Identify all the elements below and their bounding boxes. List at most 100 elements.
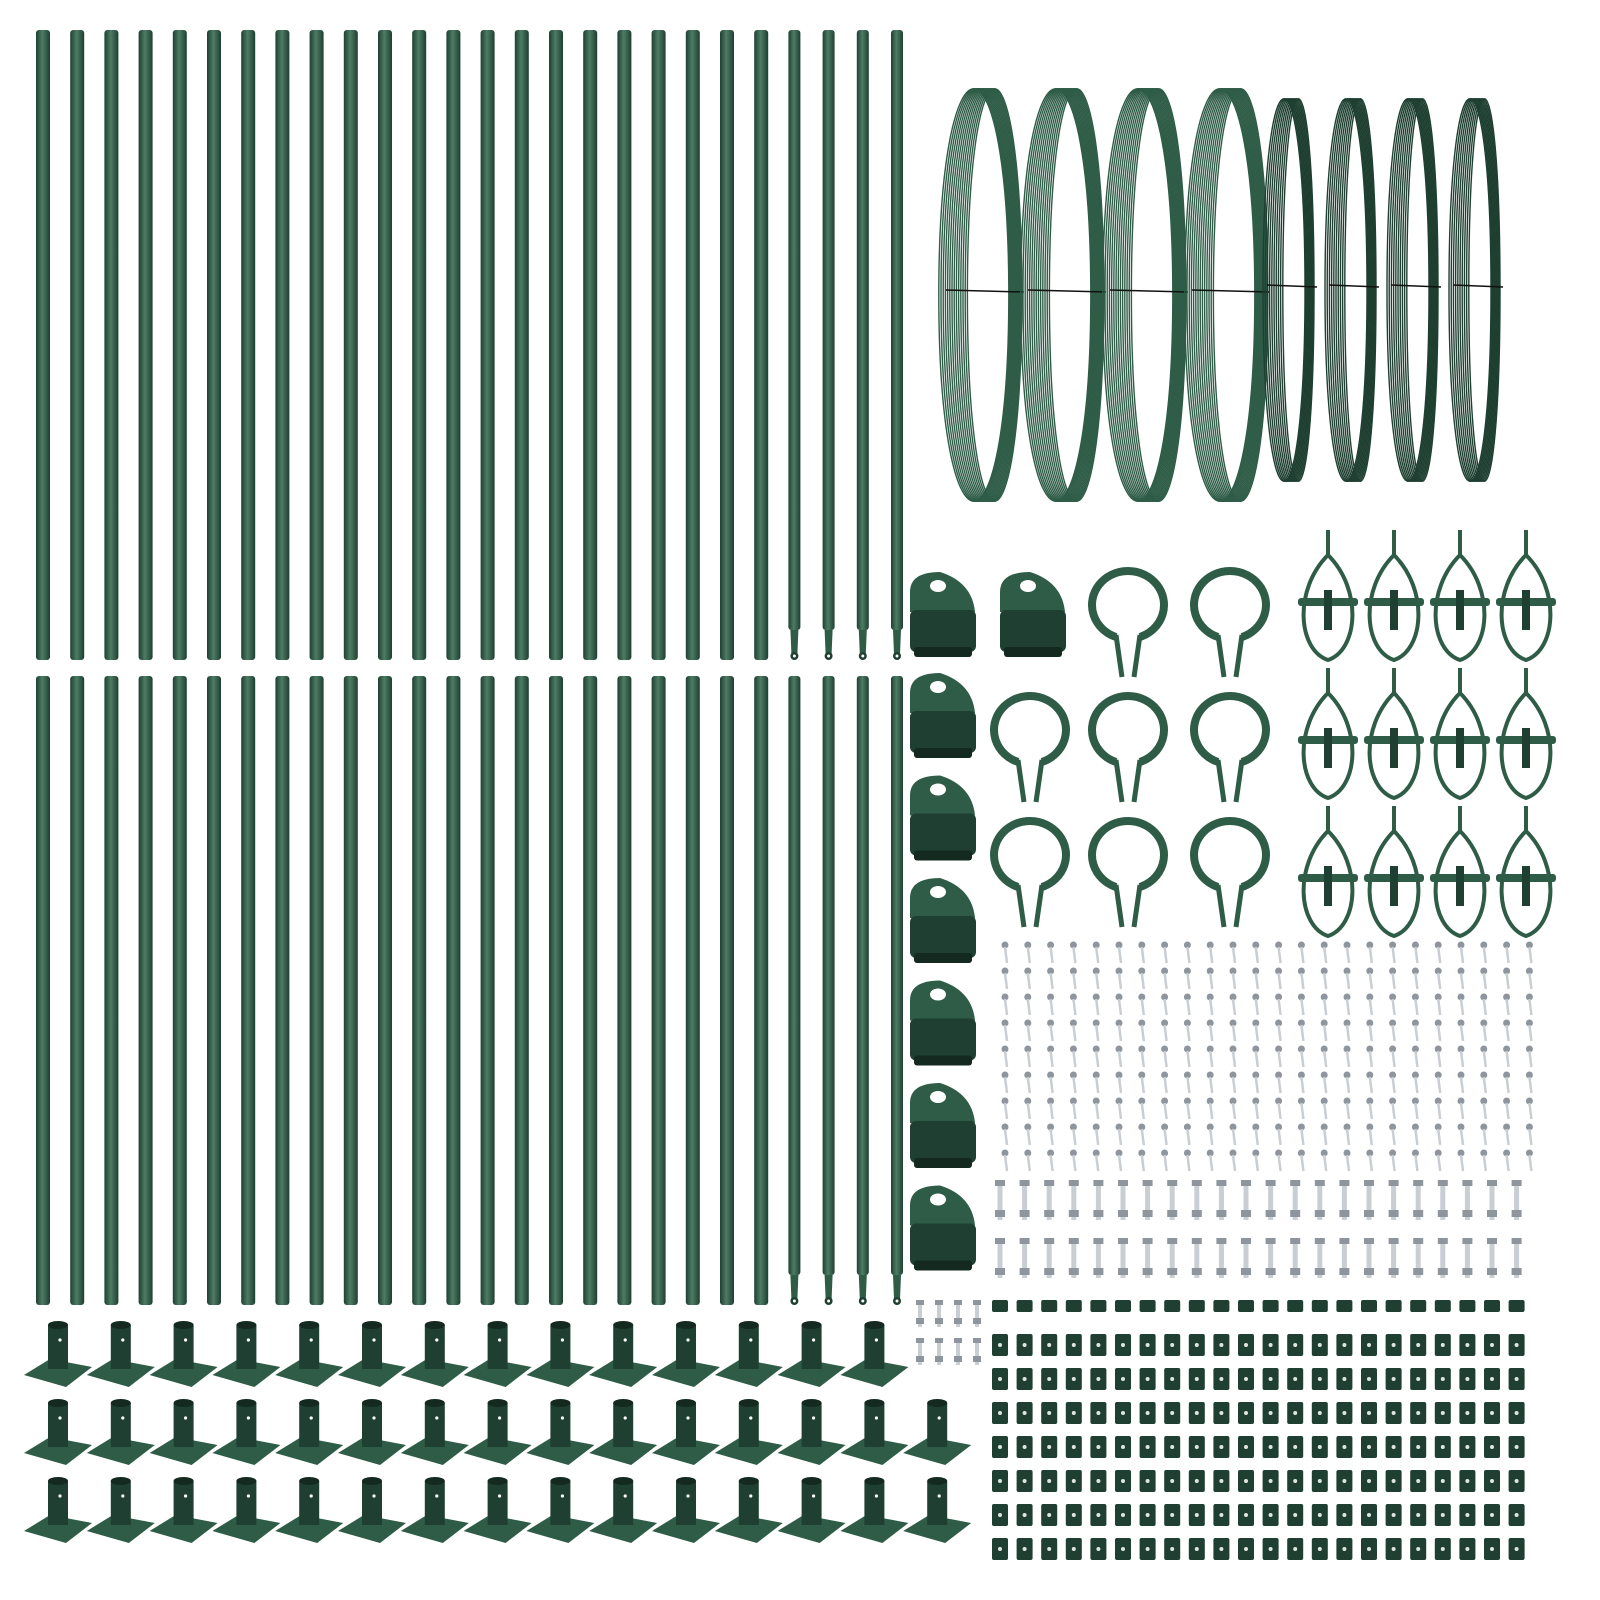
screw: [1161, 967, 1169, 990]
eye-end-rod: [822, 676, 835, 1305]
screw: [1001, 967, 1009, 990]
spacer: [1484, 1470, 1500, 1492]
screw: [1092, 1149, 1100, 1172]
spacer: [1434, 1436, 1451, 1458]
screw: [1183, 1097, 1191, 1120]
screw: [1275, 967, 1283, 990]
spacer: [1287, 1470, 1304, 1492]
spacer: [1065, 1504, 1082, 1526]
spacer: [1238, 1402, 1254, 1424]
spacer: [1139, 1538, 1156, 1560]
spacer: [1262, 1436, 1279, 1458]
screw: [1389, 1019, 1397, 1042]
spacer: [1361, 1402, 1377, 1424]
bolt: [1487, 1238, 1497, 1278]
bolt: [995, 1238, 1005, 1278]
screw: [1092, 1123, 1100, 1146]
bolt: [995, 1180, 1005, 1220]
spacer: [1287, 1334, 1304, 1356]
spacer: [1238, 1538, 1254, 1560]
straight-pole: [172, 676, 187, 1305]
base-plate: [777, 1477, 846, 1543]
base-plate: [463, 1321, 532, 1387]
screw: [1092, 1097, 1100, 1120]
straight-pole: [309, 30, 324, 660]
base-plate: [338, 1399, 406, 1465]
base-plate: [652, 1399, 720, 1465]
spacer: [1041, 1470, 1058, 1492]
spacer: [1090, 1504, 1107, 1526]
spacer: [1115, 1436, 1131, 1458]
spacer: [1336, 1334, 1353, 1356]
spacer: [1090, 1538, 1107, 1560]
screw: [1434, 1071, 1442, 1094]
screw: [1183, 1149, 1191, 1172]
screw: [1320, 1149, 1328, 1172]
straight-pole: [480, 676, 495, 1305]
spacer: [1434, 1504, 1451, 1526]
base-plate: [24, 1399, 92, 1465]
spacer: [1065, 1368, 1082, 1390]
screw: [1206, 1045, 1214, 1068]
screw: [1183, 1123, 1191, 1146]
screw: [1434, 1019, 1442, 1042]
post-clamp: [1088, 567, 1168, 678]
straight-pole: [70, 676, 85, 1305]
screw: [1480, 1019, 1488, 1042]
small-wire-coil: [1386, 98, 1442, 482]
screw: [1047, 1149, 1055, 1172]
base-plate: [86, 1477, 155, 1543]
spacer: [1164, 1436, 1181, 1458]
spacer: [1287, 1300, 1304, 1312]
small-bolt: [916, 1300, 924, 1327]
screw: [1252, 941, 1260, 964]
base-plate: [840, 1321, 909, 1387]
screw: [1297, 967, 1305, 990]
screw: [1480, 1071, 1488, 1094]
screw: [1275, 1045, 1283, 1068]
spacer: [1065, 1538, 1082, 1560]
screw: [1525, 1071, 1533, 1094]
screw: [1411, 941, 1419, 964]
screw: [1161, 941, 1169, 964]
spacer: [1016, 1334, 1033, 1356]
screw: [1229, 1071, 1237, 1094]
spacer: [1065, 1436, 1082, 1458]
spacer: [1459, 1402, 1476, 1424]
tensioner: [1364, 530, 1424, 663]
screw: [1069, 1149, 1077, 1172]
spacer: [1213, 1334, 1230, 1356]
spacer: [1287, 1504, 1304, 1526]
straight-pole: [241, 676, 256, 1305]
spacer: [1164, 1300, 1181, 1312]
bolt: [1167, 1180, 1178, 1220]
screw: [1411, 1019, 1419, 1042]
straight-pole: [104, 676, 119, 1305]
screw: [1366, 1097, 1374, 1120]
spacer: [1139, 1470, 1156, 1492]
spacer: [1508, 1334, 1525, 1356]
screw: [1138, 1071, 1146, 1094]
spacer: [1213, 1300, 1230, 1312]
screw: [1275, 941, 1283, 964]
spacer: [1139, 1368, 1156, 1390]
screw: [1115, 1019, 1123, 1042]
screw: [1389, 1149, 1397, 1172]
base-plate: [840, 1477, 909, 1543]
screw: [1001, 1045, 1009, 1068]
bolt: [1216, 1238, 1227, 1278]
spacer: [1213, 1436, 1230, 1458]
straight-pole: [207, 30, 221, 660]
screw: [1480, 993, 1488, 1016]
screw: [1343, 993, 1351, 1016]
spacer: [1361, 1368, 1377, 1390]
straight-pole: [651, 676, 666, 1305]
bolt: [1142, 1180, 1153, 1220]
screw: [1115, 1123, 1123, 1146]
spacer: [1065, 1470, 1082, 1492]
screw: [1343, 1071, 1351, 1094]
spacer: [1115, 1334, 1131, 1356]
spacer: [1115, 1470, 1131, 1492]
screw: [1024, 1045, 1032, 1068]
